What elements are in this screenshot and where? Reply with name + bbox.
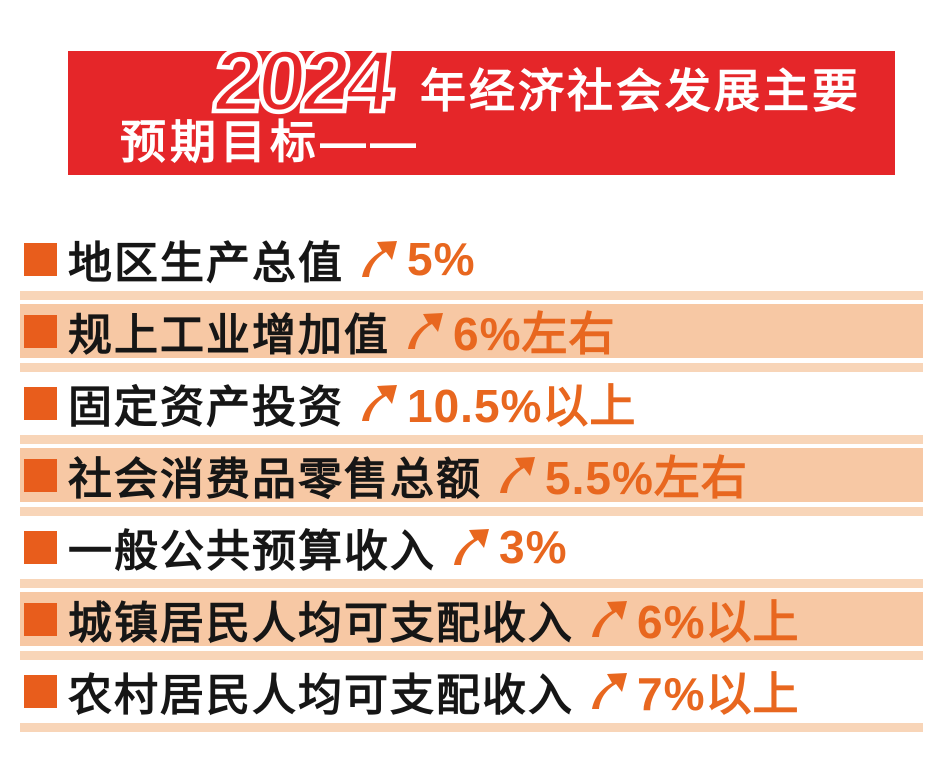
indicator-label: 城镇居民人均可支配收入 xyxy=(68,599,574,648)
up-trend-arrow-icon xyxy=(358,239,398,279)
indicator-value: 5.5%左右 xyxy=(545,452,748,504)
indicator-value: 10.5%以上 xyxy=(407,380,637,432)
indicator-value: 7%以上 xyxy=(637,668,800,720)
square-bullet-icon xyxy=(24,602,57,636)
up-trend-arrow-icon xyxy=(404,311,444,351)
up-trend-arrow-icon xyxy=(358,383,398,423)
title-line1: 年经济社会发展主要 xyxy=(420,65,861,117)
up-trend-arrow-icon xyxy=(450,527,490,567)
indicator-row-4: 社会消费品零售总额 5.5%左右 xyxy=(20,448,923,504)
square-bullet-icon xyxy=(24,530,57,564)
up-trend-arrow-icon xyxy=(588,599,628,639)
indicator-label: 地区生产总值 xyxy=(68,239,344,288)
square-bullet-icon xyxy=(24,458,57,492)
indicator-row-5: 一般公共预算收入 3% xyxy=(20,520,923,576)
divider-strip xyxy=(20,579,923,588)
square-bullet-icon xyxy=(24,242,57,276)
divider-strip xyxy=(20,435,923,444)
indicator-row-2: 规上工业增加值 6%左右 xyxy=(20,304,923,360)
square-bullet-icon xyxy=(24,314,57,348)
indicator-row-3: 固定资产投资 10.5%以上 xyxy=(20,376,923,432)
divider-strip xyxy=(20,651,923,660)
title-year: 2024 xyxy=(207,29,398,133)
divider-strip xyxy=(20,291,923,300)
indicator-label: 固定资产投资 xyxy=(68,383,344,432)
indicator-list: 地区生产总值 5% 规上工业增加值 6%左右 固定资产投资 10.5%以上 xyxy=(0,232,945,736)
title-banner: 2024 年经济社会发展主要 预期目标—— xyxy=(68,29,895,175)
indicator-label: 一般公共预算收入 xyxy=(68,527,436,576)
indicator-value: 3% xyxy=(499,521,568,573)
divider-strip xyxy=(20,363,923,372)
indicator-label: 规上工业增加值 xyxy=(68,311,390,360)
indicator-label: 农村居民人均可支配收入 xyxy=(68,671,574,720)
up-trend-arrow-icon xyxy=(496,455,536,495)
indicator-value: 6%左右 xyxy=(453,308,616,360)
divider-strip xyxy=(20,507,923,516)
title-line2: 预期目标—— xyxy=(120,116,420,168)
indicator-row-1: 地区生产总值 5% xyxy=(20,232,923,288)
indicator-label: 社会消费品零售总额 xyxy=(68,455,482,504)
square-bullet-icon xyxy=(24,386,57,420)
indicator-value: 6%以上 xyxy=(637,596,800,648)
indicator-row-7: 农村居民人均可支配收入 7%以上 xyxy=(20,664,923,720)
indicator-row-6: 城镇居民人均可支配收入 6%以上 xyxy=(20,592,923,648)
up-trend-arrow-icon xyxy=(588,671,628,711)
divider-strip xyxy=(20,723,923,732)
square-bullet-icon xyxy=(24,674,57,708)
indicator-value: 5% xyxy=(407,233,476,285)
